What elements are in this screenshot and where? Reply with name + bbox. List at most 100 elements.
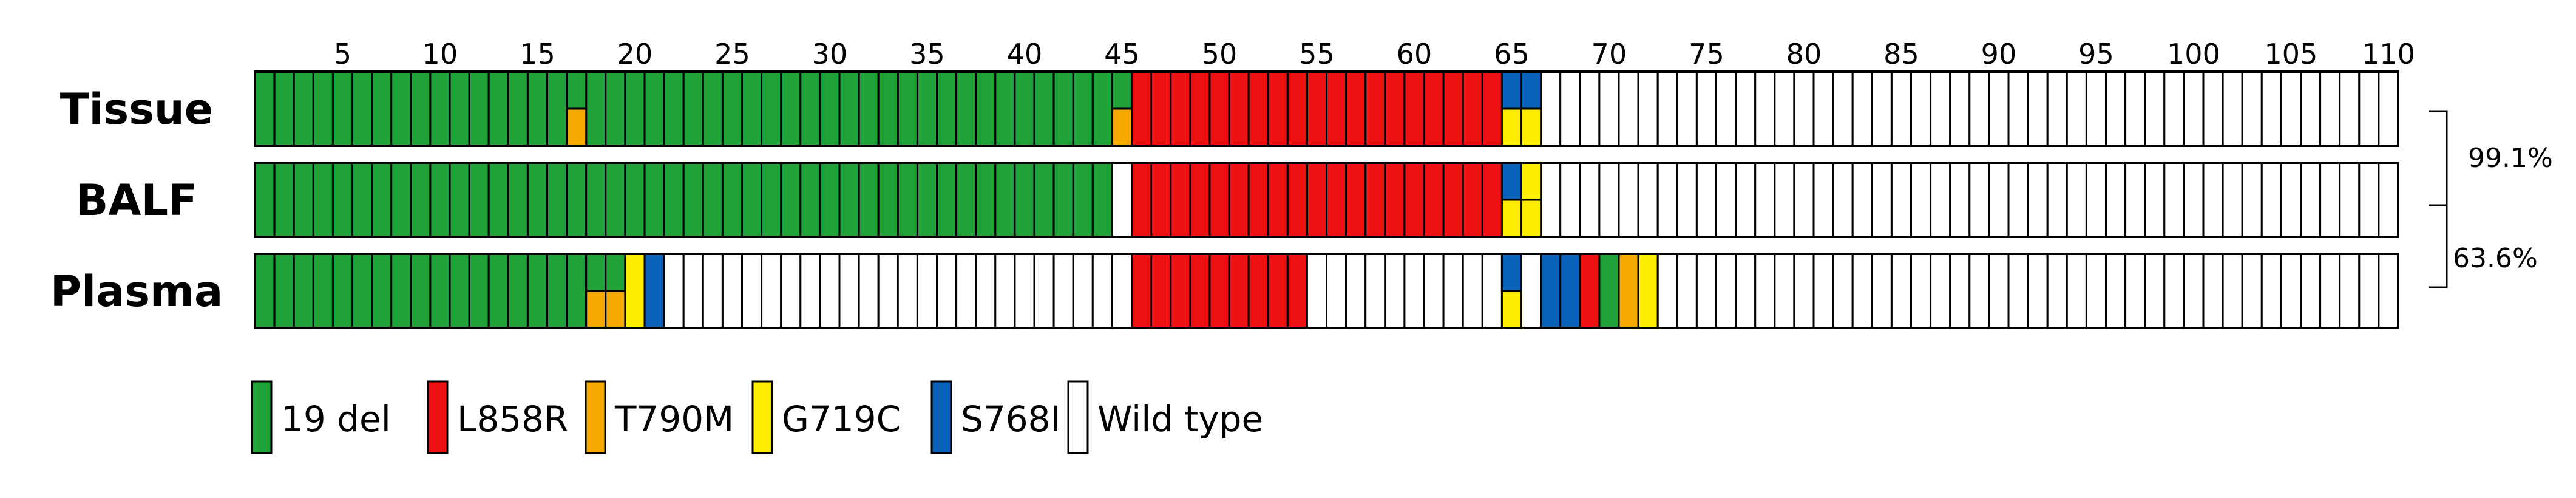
cell-wild-type: [975, 253, 997, 329]
legend-swatch: [930, 380, 952, 454]
cell-wild-type: [1774, 70, 1795, 147]
cell-wild-type: [1364, 253, 1386, 329]
x-tick-label: 80: [1786, 38, 1822, 70]
cell-19-del: [1014, 70, 1035, 147]
cell-wild-type: [1462, 253, 1483, 329]
cell-19-del: [468, 70, 490, 147]
cell-19-del: [605, 70, 626, 147]
cell-wild-type: [1812, 253, 1834, 329]
cell-19-del: [371, 162, 393, 238]
cell-wild-type: [1033, 253, 1055, 329]
legend-item: T790M: [585, 380, 734, 454]
cell-l858r: [1247, 253, 1269, 329]
legend-label: T790M: [614, 398, 734, 440]
cell-wild-type: [2202, 70, 2224, 147]
cell-wild-type: [1111, 162, 1133, 238]
x-tick-label: 100: [2167, 38, 2220, 70]
row-frame: [254, 162, 2399, 238]
cell-wild-type: [1774, 162, 1795, 238]
cell-19-del: [877, 162, 899, 238]
legend-swatch: [427, 380, 449, 454]
cell-19-del: [624, 162, 646, 238]
cell-wild-type: [2046, 162, 2068, 238]
x-tick-label: 35: [909, 38, 945, 70]
legend-item: 19 del: [251, 380, 391, 454]
cell-19-del: [819, 162, 841, 238]
cell-19-del: [546, 162, 568, 238]
cell-wild-type: [1910, 253, 1932, 329]
cell-wild-type: [936, 253, 958, 329]
cell-l858r: [1306, 70, 1327, 147]
cell-g719c: [1637, 253, 1659, 329]
cell-l858r: [1150, 70, 1172, 147]
cell-wild-type: [1754, 253, 1776, 329]
cell-wild-type: [2085, 162, 2107, 238]
cell-19-del: [663, 70, 685, 147]
cell-l858r: [1403, 70, 1425, 147]
cell-19-del: [487, 70, 509, 147]
cell-wild-type: [741, 253, 763, 329]
cell-wild-type: [2046, 70, 2068, 147]
cell-19-del: [780, 70, 802, 147]
x-tick-label: 25: [714, 38, 750, 70]
legend-swatch: [585, 380, 606, 454]
cell-wild-type: [1871, 70, 1893, 147]
cell-19-del: [293, 253, 314, 329]
cell-19-del: [371, 70, 393, 147]
cell-wild-type: [1540, 70, 1562, 147]
cell-wild-type: [819, 253, 841, 329]
cell-19-del: [975, 162, 997, 238]
cell-wild-type: [2105, 70, 2127, 147]
cell-wild-type: [2124, 162, 2146, 238]
cell-19-del: [273, 253, 295, 329]
cell-19-del: [507, 253, 529, 329]
cell-wild-type: [1968, 162, 1990, 238]
cell-l858r: [1423, 70, 1445, 147]
cell-wild-type: [1520, 253, 1542, 329]
cell-wild-type: [1832, 253, 1854, 329]
cell-wild-type: [2105, 162, 2127, 238]
cell-wild-type: [955, 253, 977, 329]
cell-s768i: [1540, 253, 1562, 329]
cell-l858r: [1267, 162, 1289, 238]
cell-19-del: [254, 253, 276, 329]
cell-wild-type: [1793, 70, 1815, 147]
cell-wild-type: [761, 253, 782, 329]
x-tick-label: 15: [520, 38, 555, 70]
cell-l858r: [1150, 253, 1172, 329]
cell-wild-type: [897, 253, 918, 329]
cell-wild-type: [2163, 253, 2185, 329]
cell-19-del: [975, 70, 997, 147]
cell-19-del: [761, 70, 782, 147]
x-tick-label: 70: [1591, 38, 1627, 70]
cell-19-del: [526, 162, 549, 238]
cell-l858r: [1384, 70, 1406, 147]
cell-l858r: [1384, 162, 1406, 238]
cell-wild-type: [1851, 162, 1873, 238]
cell-bottom: [1520, 107, 1542, 147]
cell-19-del: [312, 70, 334, 147]
cell-wild-type: [1014, 253, 1035, 329]
cell-wild-type: [1676, 70, 1698, 147]
cell-wild-type: [2144, 253, 2166, 329]
cell-19-del: [312, 162, 334, 238]
cell-wild-type: [1851, 70, 1873, 147]
cell-19-del: [897, 162, 918, 238]
cell-19-del: [390, 70, 412, 147]
cell-wild-type: [1695, 253, 1717, 329]
cell-top: [1500, 253, 1522, 292]
cell-top: [1111, 70, 1133, 110]
cell-19-del: [605, 162, 626, 238]
cell-19-del: [936, 162, 958, 238]
row-plasma: Plasma: [50, 253, 2399, 329]
cell-wild-type: [2300, 70, 2322, 147]
cell-wild-type: [1812, 162, 1834, 238]
cell-19-del: [293, 70, 314, 147]
cell-wild-type: [2241, 253, 2263, 329]
cell-wild-type: [1715, 70, 1737, 147]
cell-19-del: [643, 70, 665, 147]
cell-wild-type: [1540, 162, 1562, 238]
cell-19-del: [429, 70, 451, 147]
legend-label: Wild type: [1097, 398, 1263, 440]
cell-19-del: [312, 253, 334, 329]
